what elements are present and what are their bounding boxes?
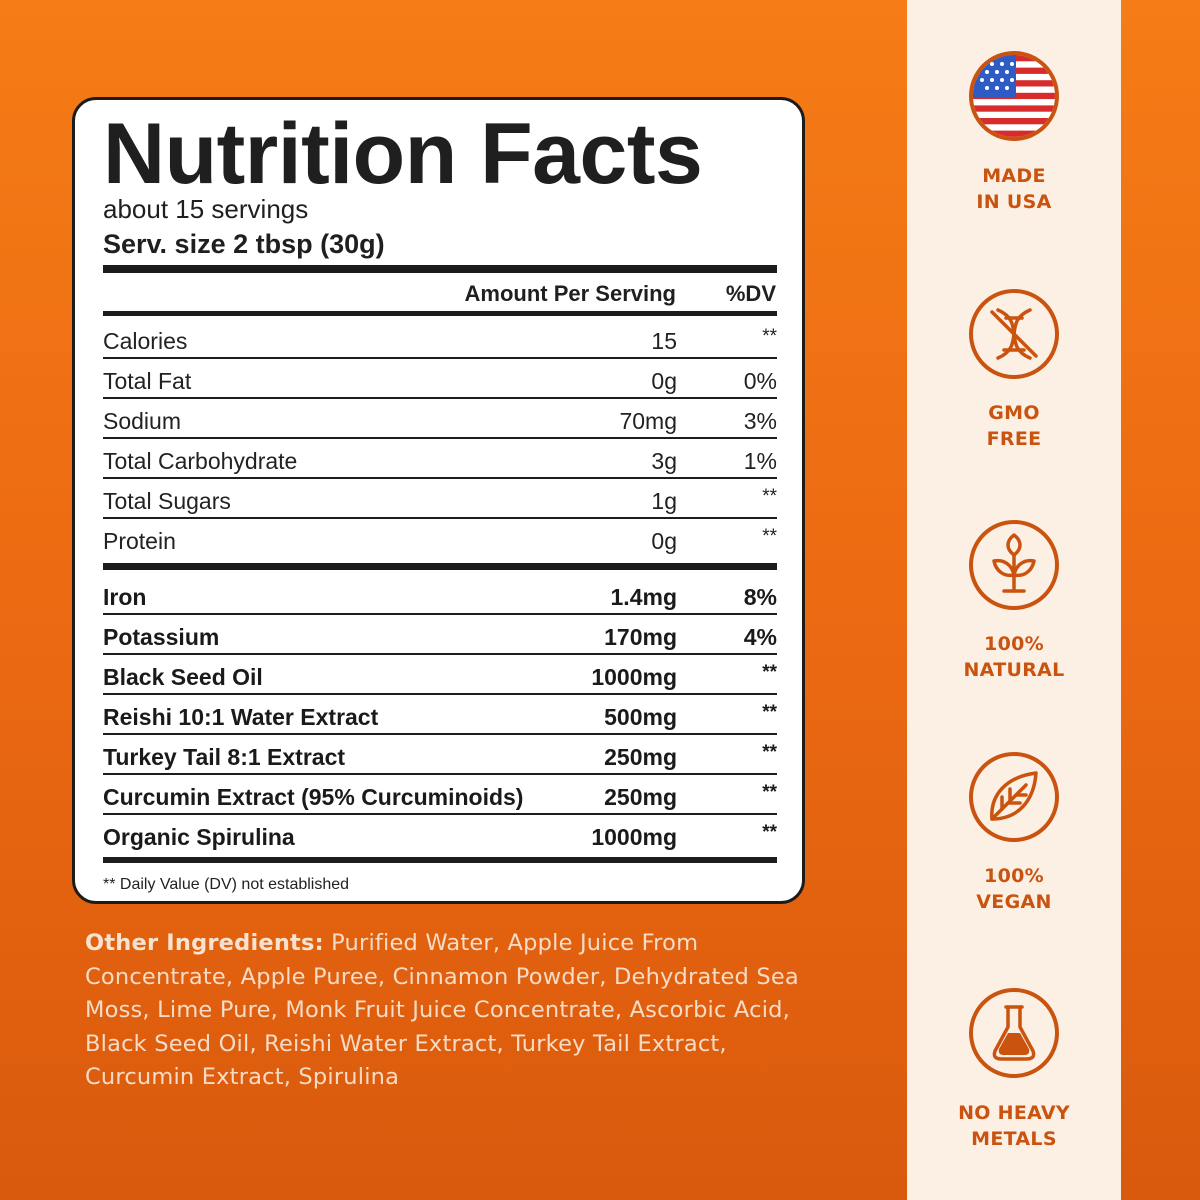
row-divider xyxy=(103,773,777,775)
badge-label-line1: 100% xyxy=(984,865,1044,887)
nutrition-facts-panel xyxy=(72,97,805,904)
badge-label-line2: METALS xyxy=(971,1128,1057,1150)
nutrient-amount: 70mg xyxy=(619,408,677,434)
dv-footnote: ** Daily Value (DV) not established xyxy=(103,876,350,893)
nutrient-amount: 1g xyxy=(651,488,677,514)
row-divider xyxy=(103,517,777,519)
nutrient-dv: 3% xyxy=(743,408,777,434)
badge-label: 100% VEGAN xyxy=(907,863,1121,915)
row-divider xyxy=(103,733,777,735)
nutrient-dv: 8% xyxy=(743,584,777,610)
badge-label: GMO FREE xyxy=(907,400,1121,452)
nutrient-amount: 1000mg xyxy=(591,664,677,690)
claims-sidebar: MADE IN USA GMO FREE xyxy=(907,0,1121,1200)
nutrient-row-protein: Protein 0g ** xyxy=(103,519,777,559)
nutrient-row-black-seed-oil: Black Seed Oil 1000mg ** xyxy=(103,655,777,695)
badge-label-line2: VEGAN xyxy=(976,891,1052,913)
thick-divider xyxy=(103,265,777,273)
nutrient-amount: 3g xyxy=(651,448,677,474)
nutrient-name: Sodium xyxy=(103,408,181,434)
nutrient-name: Potassium xyxy=(103,624,220,650)
nutrient-dv: ** xyxy=(762,702,777,723)
badge-label: 100% NATURAL xyxy=(907,631,1121,683)
nutrient-dv: ** xyxy=(762,822,777,843)
nutrient-dv: 0% xyxy=(743,368,777,394)
nutrient-name: Turkey Tail 8:1 Extract xyxy=(103,744,346,770)
servings-count: about 15 servings xyxy=(103,194,309,224)
nutrient-name: Total Fat xyxy=(103,368,192,394)
row-divider xyxy=(103,813,777,815)
nutrient-row-reishi-extract: Reishi 10:1 Water Extract 500mg ** xyxy=(103,695,777,735)
nutrient-name: Iron xyxy=(103,584,147,610)
nutrient-name: Organic Spirulina xyxy=(103,824,295,850)
nutrient-row-sodium: Sodium 70mg 3% xyxy=(103,399,777,439)
other-ingredients: Other Ingredients: Purified Water, Apple… xyxy=(85,927,815,1095)
nutrient-name: Curcumin Extract (95% Curcuminoids) xyxy=(103,784,524,810)
nutrient-row-turkey-tail-extract: Turkey Tail 8:1 Extract 250mg ** xyxy=(103,735,777,775)
badge-label-line1: 100% xyxy=(984,633,1044,655)
leaf-icon xyxy=(969,752,1059,842)
row-divider xyxy=(103,653,777,655)
badge-label: NO HEAVY METALS xyxy=(907,1100,1121,1152)
nutrient-name: Calories xyxy=(103,328,188,354)
header-divider xyxy=(103,311,777,316)
nutrient-row-curcumin-extract: Curcumin Extract (95% Curcuminoids) 250m… xyxy=(103,775,777,815)
daily-value-header: %DV xyxy=(725,281,776,306)
row-divider xyxy=(103,693,777,695)
badge-label-line2: NATURAL xyxy=(963,659,1065,681)
nutrient-name: Black Seed Oil xyxy=(103,664,263,690)
plant-sprout-icon xyxy=(969,520,1059,610)
row-divider xyxy=(103,477,777,479)
nutrient-dv: ** xyxy=(762,526,777,547)
nutrient-dv: ** xyxy=(762,486,777,507)
section-divider xyxy=(103,563,777,570)
nutrient-amount: 1.4mg xyxy=(610,584,677,610)
badge-label: MADE IN USA xyxy=(907,163,1121,215)
nutrient-dv: ** xyxy=(762,742,777,763)
badge-label-line1: NO HEAVY xyxy=(958,1102,1070,1124)
nutrient-dv: 4% xyxy=(743,624,777,650)
nutrient-amount: 1000mg xyxy=(591,824,677,850)
nutrient-name: Total Carbohydrate xyxy=(103,448,298,474)
badge-label-line1: GMO xyxy=(988,402,1040,424)
nutrient-amount: 250mg xyxy=(604,784,677,810)
nutrient-row-total-carbohydrate: Total Carbohydrate 3g 1% xyxy=(103,439,777,479)
nutrient-amount: 250mg xyxy=(604,744,677,770)
badge-label-line1: MADE xyxy=(982,165,1046,187)
nutrient-name: Total Sugars xyxy=(103,488,231,514)
row-divider xyxy=(103,397,777,399)
badge-label-line2: FREE xyxy=(986,428,1042,450)
row-divider xyxy=(103,437,777,439)
nutrient-amount: 0g xyxy=(651,368,677,394)
nutrient-row-total-sugars: Total Sugars 1g ** xyxy=(103,479,777,519)
no-gmo-dna-icon xyxy=(969,289,1059,379)
nutrient-amount: 15 xyxy=(651,328,677,354)
nutrient-dv: 1% xyxy=(743,448,777,474)
nutrient-amount: 0g xyxy=(651,528,677,554)
badge-label-line2: IN USA xyxy=(976,191,1052,213)
nutrient-name: Reishi 10:1 Water Extract xyxy=(103,704,379,730)
nutrient-row-total-fat: Total Fat 0g 0% xyxy=(103,359,777,399)
nutrient-row-calories: Calories 15 ** xyxy=(103,319,777,359)
us-flag-icon xyxy=(969,51,1059,141)
nutrient-name: Protein xyxy=(103,528,176,554)
amount-per-serving-header: Amount Per Serving xyxy=(464,281,676,306)
nutrient-row-potassium: Potassium 170mg 4% xyxy=(103,615,777,655)
ingredients-list: Purified Water, Apple Juice From Concent… xyxy=(85,930,799,1090)
nutrient-dv: ** xyxy=(762,782,777,803)
bottom-divider xyxy=(103,857,777,863)
nutrient-amount: 170mg xyxy=(604,624,677,650)
nutrient-row-iron: Iron 1.4mg 8% xyxy=(103,575,777,615)
row-divider xyxy=(103,613,777,615)
nutrient-dv: ** xyxy=(762,326,777,347)
nutrient-row-organic-spirulina: Organic Spirulina 1000mg ** xyxy=(103,815,777,855)
nutrient-amount: 500mg xyxy=(604,704,677,730)
nutrient-dv: ** xyxy=(762,662,777,683)
row-divider xyxy=(103,357,777,359)
nutrition-facts-title: Nutrition Facts xyxy=(103,106,703,202)
flask-icon xyxy=(969,988,1059,1078)
serving-size: Serv. size 2 tbsp (30g) xyxy=(103,229,385,259)
ingredients-label: Other Ingredients: xyxy=(85,930,324,956)
